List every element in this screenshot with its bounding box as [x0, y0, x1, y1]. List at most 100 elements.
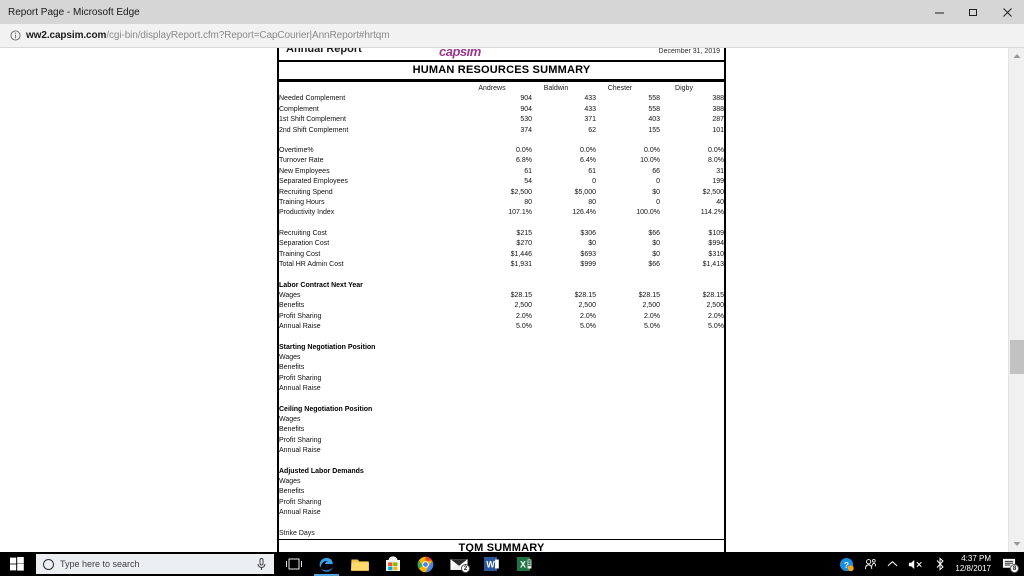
- row-value: [532, 374, 596, 384]
- taskbar-clock[interactable]: 4:37 PM 12/8/2017: [951, 554, 997, 574]
- taskbar-item-edge[interactable]: [310, 552, 343, 576]
- row-value: 904: [520, 95, 532, 103]
- table-row: Starting Negotiation Position: [279, 343, 724, 353]
- row-value: $306: [580, 229, 596, 237]
- row-label: [279, 457, 468, 467]
- row-value: [660, 477, 724, 487]
- scroll-up-arrow[interactable]: [1009, 48, 1024, 64]
- row-value: [468, 487, 532, 497]
- column-header-andrews: Andrews: [478, 85, 506, 92]
- row-label: Needed Complement: [279, 95, 346, 103]
- row-value: 199: [712, 178, 724, 186]
- row-group-label: Adjusted Labor Demands: [279, 467, 364, 475]
- table-row: 1st Shift Complement 530 371 403 287: [279, 115, 724, 125]
- table-row: Separation Cost $270 $0 $0 $994: [279, 239, 724, 249]
- help-icon[interactable]: ?: [834, 552, 859, 576]
- table-row: Wages: [279, 415, 724, 425]
- taskbar-item-excel[interactable]: X: [508, 552, 541, 576]
- row-value: [532, 446, 596, 456]
- search-input[interactable]: Type here to search: [36, 554, 274, 574]
- url-path: /cgi-bin/displayReport.cfm?Report=CapCou…: [106, 30, 390, 41]
- search-icon: [43, 558, 54, 570]
- taskbar-item-microsoft-store[interactable]: [376, 552, 409, 576]
- taskbar-item-chrome[interactable]: [409, 552, 442, 576]
- row-value: 2.0%: [580, 312, 596, 320]
- table-row: Recruiting Spend $2,500 $5,000 $0 $2,500: [279, 188, 724, 198]
- people-icon[interactable]: [859, 552, 882, 576]
- row-value: 2,500: [642, 302, 660, 310]
- row-value: 5.0%: [516, 323, 532, 331]
- row-value: [468, 508, 532, 518]
- row-label: Profit Sharing: [279, 312, 322, 320]
- info-icon[interactable]: [4, 24, 26, 48]
- close-button[interactable]: [990, 0, 1024, 24]
- row-value: [660, 136, 724, 146]
- row-value: $999: [580, 261, 596, 269]
- microphone-icon[interactable]: [257, 558, 266, 576]
- row-value: [468, 498, 532, 508]
- table-row: Strike Days: [279, 529, 724, 539]
- row-label: [279, 271, 468, 281]
- row-value: [468, 436, 532, 446]
- taskbar-item-word[interactable]: W: [475, 552, 508, 576]
- taskbar-item-file-explorer[interactable]: [343, 552, 376, 576]
- row-value: [468, 477, 532, 487]
- row-value: $693: [580, 250, 596, 258]
- row-group-label: Ceiling Negotiation Position: [279, 405, 373, 413]
- row-value: 8.0%: [708, 157, 724, 165]
- table-spacer-row: [279, 271, 724, 281]
- row-label: [279, 519, 468, 529]
- row-value: [468, 353, 532, 363]
- bluetooth-icon[interactable]: [929, 552, 951, 576]
- row-value: [660, 498, 724, 508]
- table-row: Turnover Rate 6.8% 6.4% 10.0% 8.0%: [279, 156, 724, 166]
- row-label: Turnover Rate: [279, 157, 324, 165]
- row-label: Wages: [279, 415, 301, 423]
- row-value: 114.2%: [700, 209, 724, 217]
- row-value: 904: [520, 105, 532, 113]
- taskbar-item-mail[interactable]: 2: [442, 552, 475, 576]
- scroll-down-arrow[interactable]: [1009, 536, 1024, 552]
- restore-button[interactable]: [956, 0, 990, 24]
- notification-center-icon[interactable]: 8: [997, 552, 1024, 576]
- table-row: Needed Complement 904 433 558 388: [279, 94, 724, 104]
- row-value: [468, 343, 532, 353]
- row-value: [596, 498, 660, 508]
- row-value: 2,500: [514, 302, 532, 310]
- row-label: Wages: [279, 478, 301, 485]
- page-content: Annual Report capsim December 31, 2019 H…: [0, 48, 1024, 552]
- table-row: Annual Raise: [279, 508, 724, 518]
- start-button[interactable]: [0, 552, 34, 576]
- volume-muted-icon[interactable]: [903, 552, 929, 576]
- row-value: [468, 529, 532, 539]
- hr-summary-table-wrapper: Andrews Baldwin Chester Digby Needed Complem…: [277, 80, 726, 540]
- row-label: Profit Sharing: [279, 374, 322, 382]
- row-label: Annual Raise: [279, 385, 321, 393]
- row-value: $994: [708, 240, 724, 248]
- row-value: [468, 415, 532, 425]
- vertical-scrollbar[interactable]: [1008, 48, 1024, 552]
- row-value: [660, 467, 724, 477]
- table-row: Ceiling Negotiation Position: [279, 405, 724, 415]
- row-value: 0: [656, 199, 660, 207]
- row-value: $310: [708, 250, 724, 258]
- row-value: 5.0%: [580, 323, 596, 331]
- report-date: December 31, 2019: [658, 48, 720, 55]
- row-value: 54: [524, 178, 532, 186]
- column-header-blank: [279, 84, 468, 94]
- row-value: [660, 343, 724, 353]
- row-value: 5.0%: [708, 323, 724, 331]
- minimize-button[interactable]: [922, 0, 956, 24]
- scrollbar-thumb[interactable]: [1010, 340, 1024, 374]
- row-value: 62: [588, 126, 596, 134]
- task-view-button[interactable]: [278, 552, 310, 576]
- row-value: 31: [716, 167, 724, 175]
- address-bar[interactable]: ww2.capsim.com/cgi-bin/displayReport.cfm…: [0, 24, 1024, 48]
- row-value: $66: [648, 229, 660, 237]
- chevron-up-icon[interactable]: [882, 552, 903, 576]
- address-bar-url[interactable]: ww2.capsim.com/cgi-bin/displayReport.cfm…: [26, 30, 390, 41]
- row-value: [660, 446, 724, 456]
- row-label: Benefits: [279, 426, 305, 434]
- row-value: $5,000: [574, 188, 596, 196]
- row-label: Recruiting Spend: [279, 188, 333, 196]
